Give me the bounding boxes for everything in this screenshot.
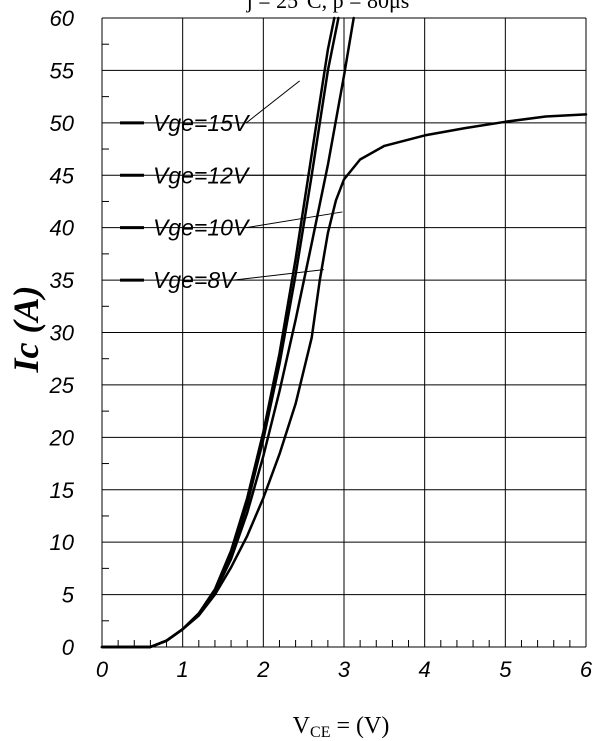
legend-leader-2 — [246, 211, 343, 229]
legend-label-2: Vge=10V — [153, 215, 251, 241]
y-tick-label: 20 — [49, 425, 75, 450]
curves — [100, 16, 588, 649]
y-tick-label: 10 — [50, 530, 75, 555]
legend-label-0: Vge=15V — [153, 110, 251, 136]
y-tick-label: 60 — [50, 6, 75, 31]
y-tick-label: 50 — [50, 111, 75, 136]
x-axis-label: VCE = (V) — [293, 713, 390, 741]
series-line-3 — [100, 113, 588, 649]
chart-title: j = 25°C, p = 80μs — [246, 0, 410, 13]
x-axis-label-subscript: CE — [310, 724, 330, 741]
y-tick-label: 35 — [50, 268, 75, 293]
y-axis-label: Ic (A) — [6, 286, 46, 374]
legend-label-1: Vge=12V — [153, 162, 251, 188]
legend-label-3: Vge=8V — [153, 267, 238, 293]
y-tick-label: 45 — [50, 163, 75, 188]
x-axis-label-main: V — [293, 713, 311, 739]
x-tick-label: 5 — [499, 657, 512, 682]
y-tick-label: 15 — [50, 478, 75, 503]
y-tick-label: 0 — [62, 635, 75, 660]
x-tick-label: 1 — [177, 657, 189, 682]
legend: Vge=15V Vge=12V Vge=10V Vge=8V — [120, 80, 343, 293]
y-tick-label: 30 — [50, 321, 75, 346]
y-tick-label: 55 — [50, 58, 75, 83]
x-tick-label: 2 — [256, 657, 269, 682]
x-tick-label: 0 — [96, 657, 109, 682]
legend-leader-3 — [233, 269, 324, 281]
y-tick-label: 25 — [49, 373, 75, 398]
x-tick-label: 6 — [580, 657, 593, 682]
grid — [101, 17, 587, 648]
legend-leader-0 — [245, 80, 300, 124]
y-tick-label: 40 — [50, 216, 75, 241]
x-tick-label: 4 — [419, 657, 431, 682]
chart-title-group: j = 25°C, p = 80μs — [246, 0, 410, 13]
x-axis-label-rest: = (V) — [330, 713, 389, 739]
x-tick-label: 3 — [338, 657, 351, 682]
y-tick-label: 5 — [62, 583, 75, 608]
